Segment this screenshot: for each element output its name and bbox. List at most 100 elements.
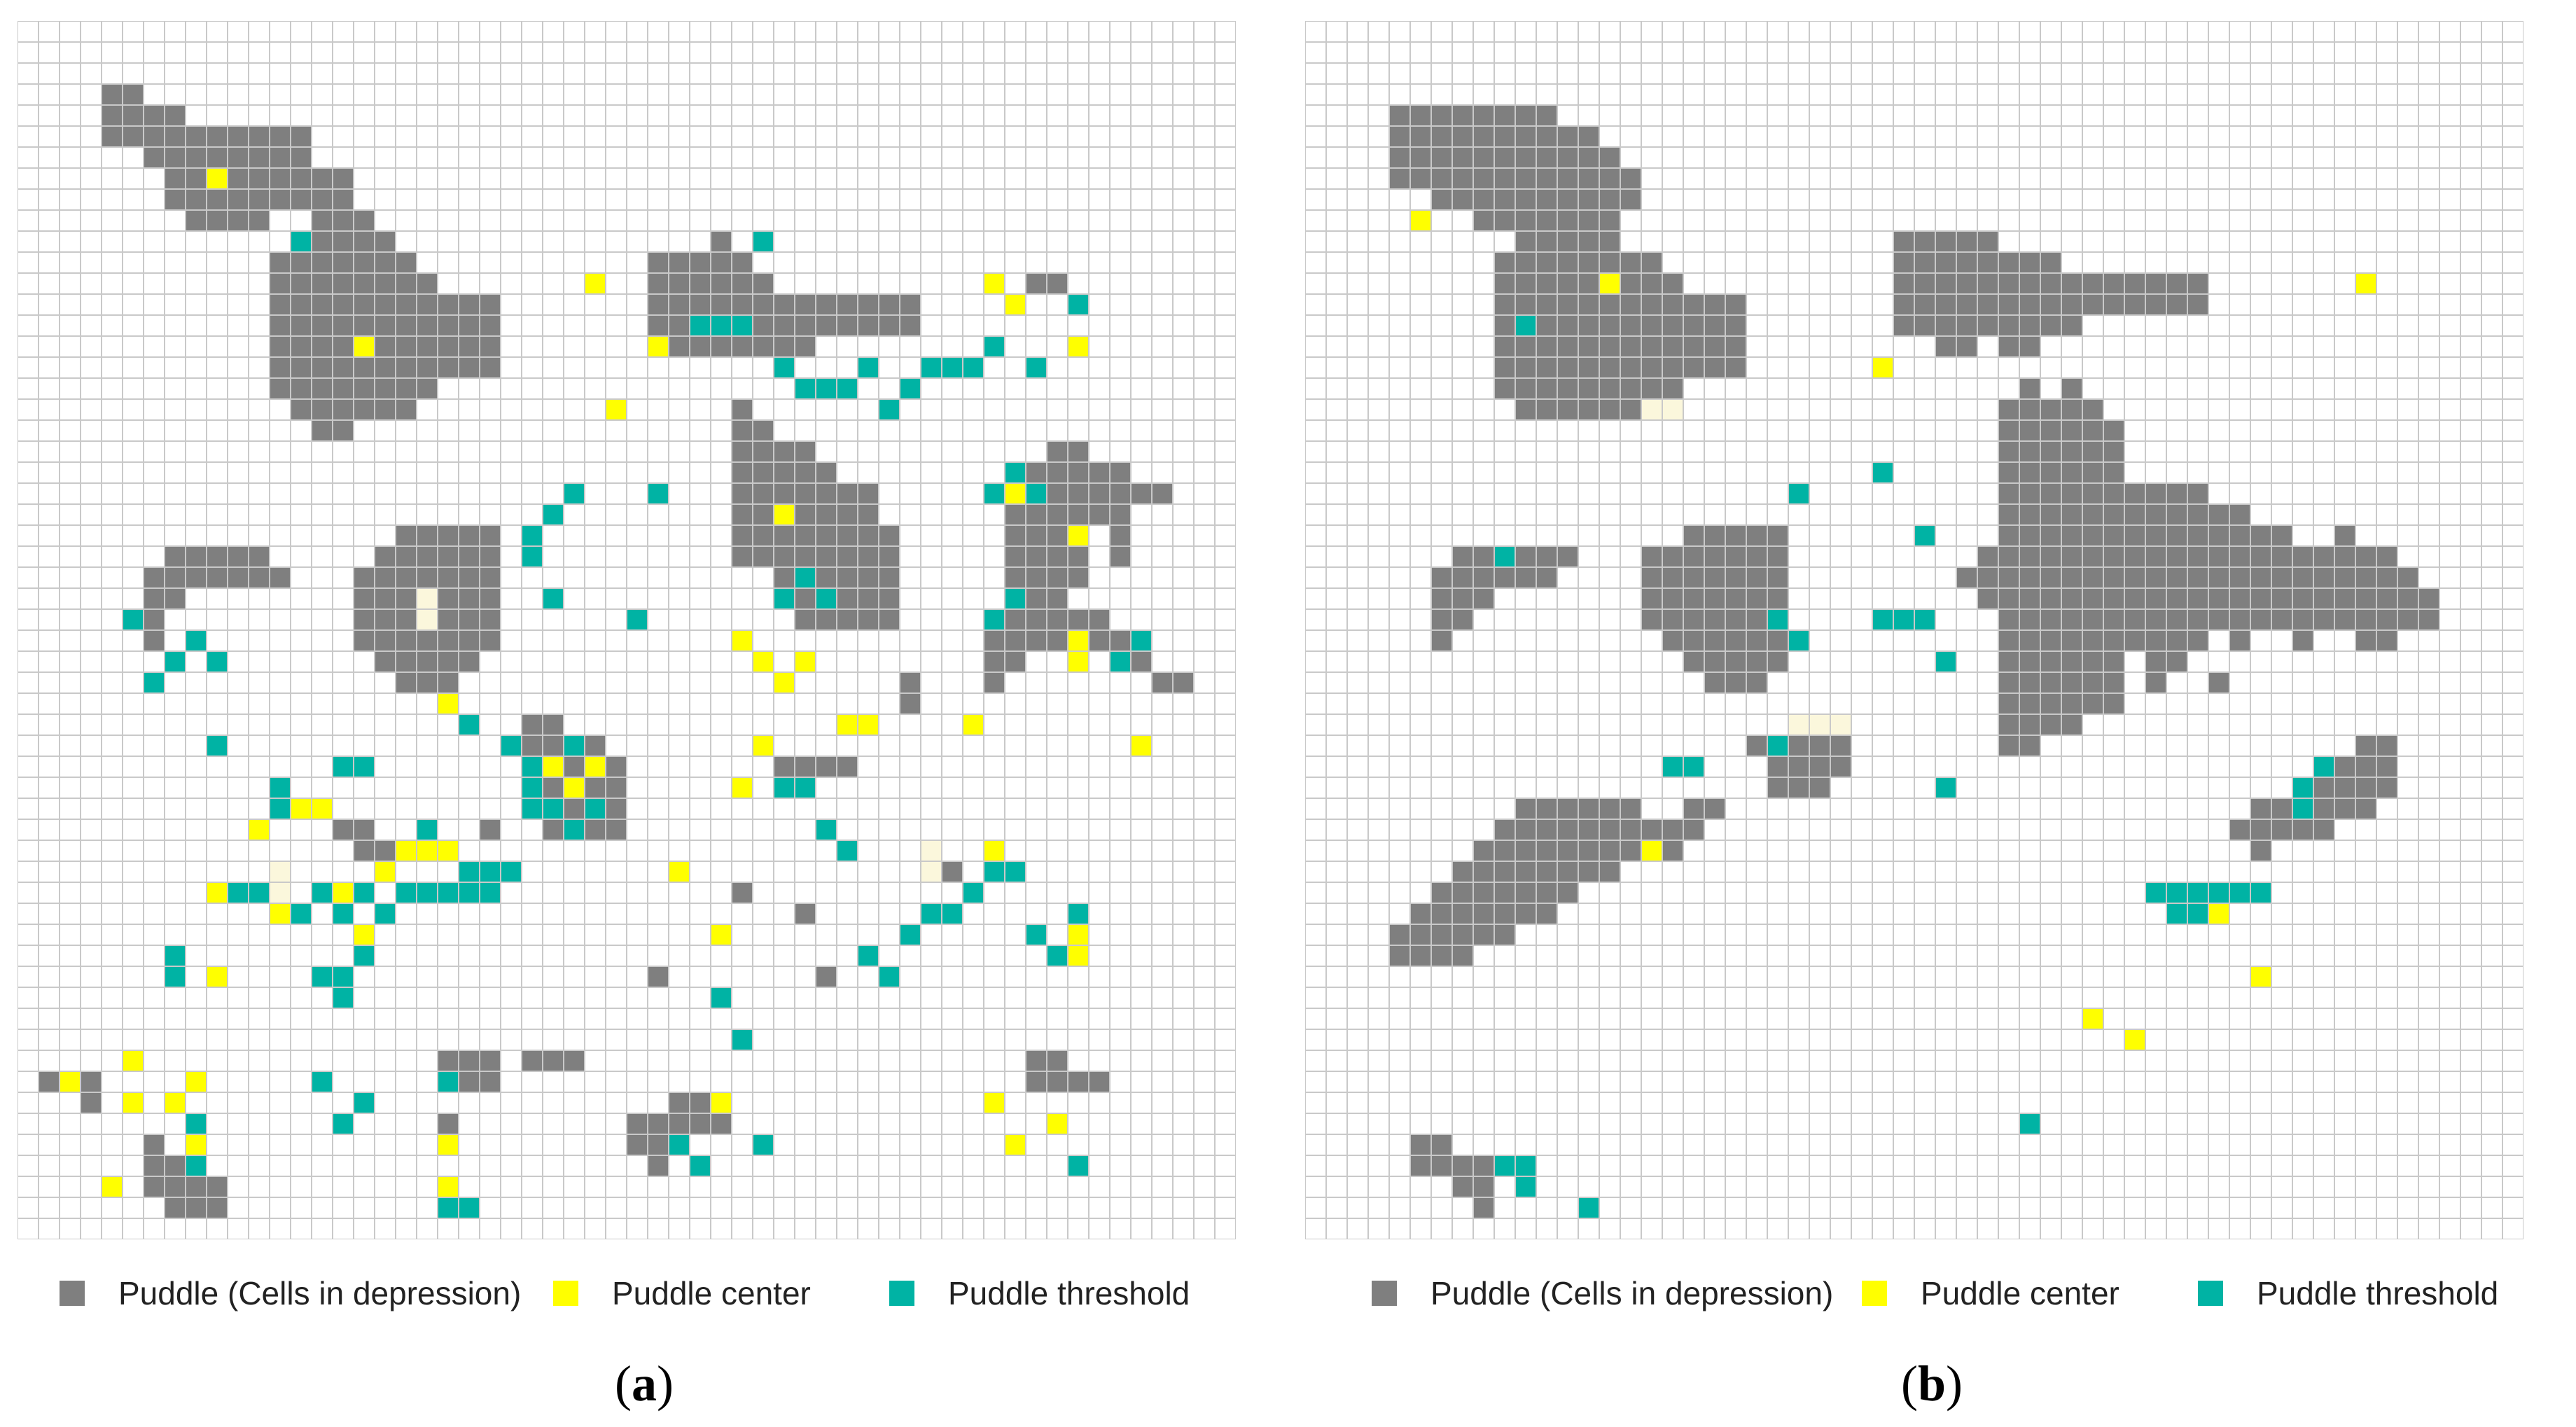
threshold-cell xyxy=(1494,1155,1515,1176)
puddle-cell xyxy=(165,588,186,609)
puddle-cell xyxy=(207,147,228,168)
puddle-cell xyxy=(396,294,417,315)
puddle-cell xyxy=(753,525,774,546)
center-cell xyxy=(984,840,1005,861)
center-swatch xyxy=(553,1281,578,1306)
puddle-cell xyxy=(1557,840,1578,861)
center-cell xyxy=(795,651,816,672)
legend-item-threshold: Puddle threshold xyxy=(889,1274,1190,1312)
threshold-cell xyxy=(2208,882,2229,903)
puddle-cell xyxy=(2208,588,2229,609)
puddle-cell xyxy=(1641,315,1662,336)
puddle-cell xyxy=(1599,336,1620,357)
center-cell xyxy=(1005,294,1026,315)
puddle-cell xyxy=(102,84,123,105)
puddle-cell xyxy=(396,630,417,651)
puddle-cell xyxy=(1473,588,1494,609)
threshold-cell xyxy=(858,945,879,966)
puddle-cell xyxy=(1956,273,1977,294)
puddle-cell xyxy=(879,546,900,567)
puddle-cell xyxy=(459,651,480,672)
puddle-cell xyxy=(1452,189,1473,210)
puddle-cell xyxy=(816,483,837,504)
puddle-cell xyxy=(1557,147,1578,168)
puddle-cell xyxy=(1683,294,1704,315)
center-cell xyxy=(249,819,270,840)
puddle-cell xyxy=(753,546,774,567)
puddle-cell xyxy=(1599,357,1620,378)
puddle-cell xyxy=(1578,315,1599,336)
puddle-cell xyxy=(2082,672,2103,693)
puddle-cell xyxy=(669,1092,690,1113)
puddle-cell xyxy=(1131,651,1152,672)
puddle-cell xyxy=(732,252,753,273)
puddle-cell xyxy=(795,546,816,567)
puddle-cell xyxy=(1473,546,1494,567)
puddle-cell xyxy=(816,315,837,336)
puddle-cell xyxy=(1494,147,1515,168)
center-cell xyxy=(417,840,438,861)
threshold-cell xyxy=(333,987,354,1008)
puddle-cell xyxy=(1089,1071,1110,1092)
puddle-cell xyxy=(711,231,732,252)
puddle-cell xyxy=(585,819,606,840)
puddle-cell xyxy=(1005,546,1026,567)
puddle-cell xyxy=(1047,567,1068,588)
puddle-cell xyxy=(1935,336,1956,357)
puddle-cell xyxy=(585,777,606,798)
puddle-cell xyxy=(2103,672,2124,693)
puddle-cell xyxy=(1431,567,1452,588)
puddle-cell xyxy=(2376,609,2397,630)
puddle-cell xyxy=(1767,630,1788,651)
puddle-cell xyxy=(2040,483,2061,504)
puddle-cell xyxy=(2124,546,2145,567)
puddle-cell xyxy=(1641,567,1662,588)
puddle-cell xyxy=(228,147,249,168)
puddle-cell xyxy=(81,1071,102,1092)
threshold-cell xyxy=(1893,609,1914,630)
puddle-cell xyxy=(102,105,123,126)
puddle-cell xyxy=(1662,336,1683,357)
puddle-cell xyxy=(2019,399,2040,420)
puddle-cell xyxy=(459,567,480,588)
puddle-cell xyxy=(1473,147,1494,168)
puddle-cell xyxy=(1662,567,1683,588)
puddle-cell xyxy=(1473,903,1494,924)
puddle-cell xyxy=(291,336,312,357)
puddle-cell xyxy=(2103,588,2124,609)
puddle-cell xyxy=(1515,861,1536,882)
puddle-cell xyxy=(270,357,291,378)
puddle-cell xyxy=(1704,672,1725,693)
threshold-cell xyxy=(900,924,921,945)
threshold-cell xyxy=(459,714,480,735)
center-cell xyxy=(564,777,585,798)
puddle-cell xyxy=(1110,525,1131,546)
puddle-cell xyxy=(2187,504,2208,525)
puddle-cell xyxy=(1641,294,1662,315)
puddle-cell xyxy=(333,399,354,420)
threshold-cell xyxy=(1005,861,1026,882)
puddle-cell xyxy=(186,1197,207,1218)
center-cell xyxy=(1068,336,1089,357)
puddle-cell xyxy=(774,483,795,504)
puddle-cell xyxy=(2124,630,2145,651)
puddle-cell xyxy=(2229,504,2250,525)
puddle-cell xyxy=(669,273,690,294)
puddle-cell xyxy=(2355,567,2376,588)
threshold-cell xyxy=(564,819,585,840)
puddle-cell xyxy=(480,588,501,609)
center-cell xyxy=(1872,357,1893,378)
puddle-cell xyxy=(417,294,438,315)
puddle-cell xyxy=(732,525,753,546)
threshold-cell xyxy=(375,903,396,924)
center-cell xyxy=(984,1092,1005,1113)
puddle-cell xyxy=(1431,126,1452,147)
puddle-cell xyxy=(1068,609,1089,630)
puddle-cell xyxy=(1578,210,1599,231)
threshold-cell xyxy=(984,483,1005,504)
puddle-cell xyxy=(1998,567,2019,588)
center-cell xyxy=(774,672,795,693)
puddle-cell xyxy=(1452,945,1473,966)
puddle-cell xyxy=(1998,441,2019,462)
puddle-cell xyxy=(1746,672,1767,693)
